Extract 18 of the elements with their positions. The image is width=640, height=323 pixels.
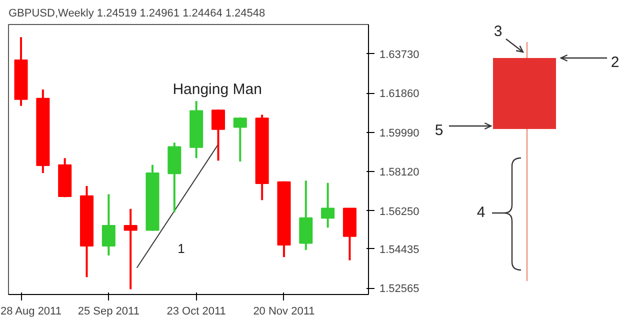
y-tick-label: 1.58120: [380, 166, 420, 179]
x-tick-label: 23 Oct 2011: [166, 306, 226, 318]
y-tick-label: 1.63730: [380, 48, 420, 61]
chart-title: GBPUSD,Weekly 1.24519 1.24961 1.24464 1.24548: [8, 8, 266, 20]
text: 3: [494, 22, 502, 40]
annotation: 1: [178, 241, 185, 256]
text: 4: [476, 204, 486, 221]
x-tick-label: 25 Sep 2011: [78, 306, 140, 318]
text: 5: [434, 122, 444, 139]
x-tick-label: 28 Aug 2011: [0, 306, 62, 318]
y-tick-label: 1.54435: [380, 244, 420, 256]
y-tick-label: 1.56250: [380, 206, 420, 218]
annotation: Hanging Man: [172, 80, 262, 98]
x-tick-label: 20 Nov 2011: [253, 306, 315, 318]
text: 2: [610, 54, 620, 71]
y-tick-label: 1.59990: [380, 127, 420, 140]
y-tick-label: 1.52565: [380, 283, 420, 296]
y-tick-label: 1.61860: [380, 88, 420, 100]
